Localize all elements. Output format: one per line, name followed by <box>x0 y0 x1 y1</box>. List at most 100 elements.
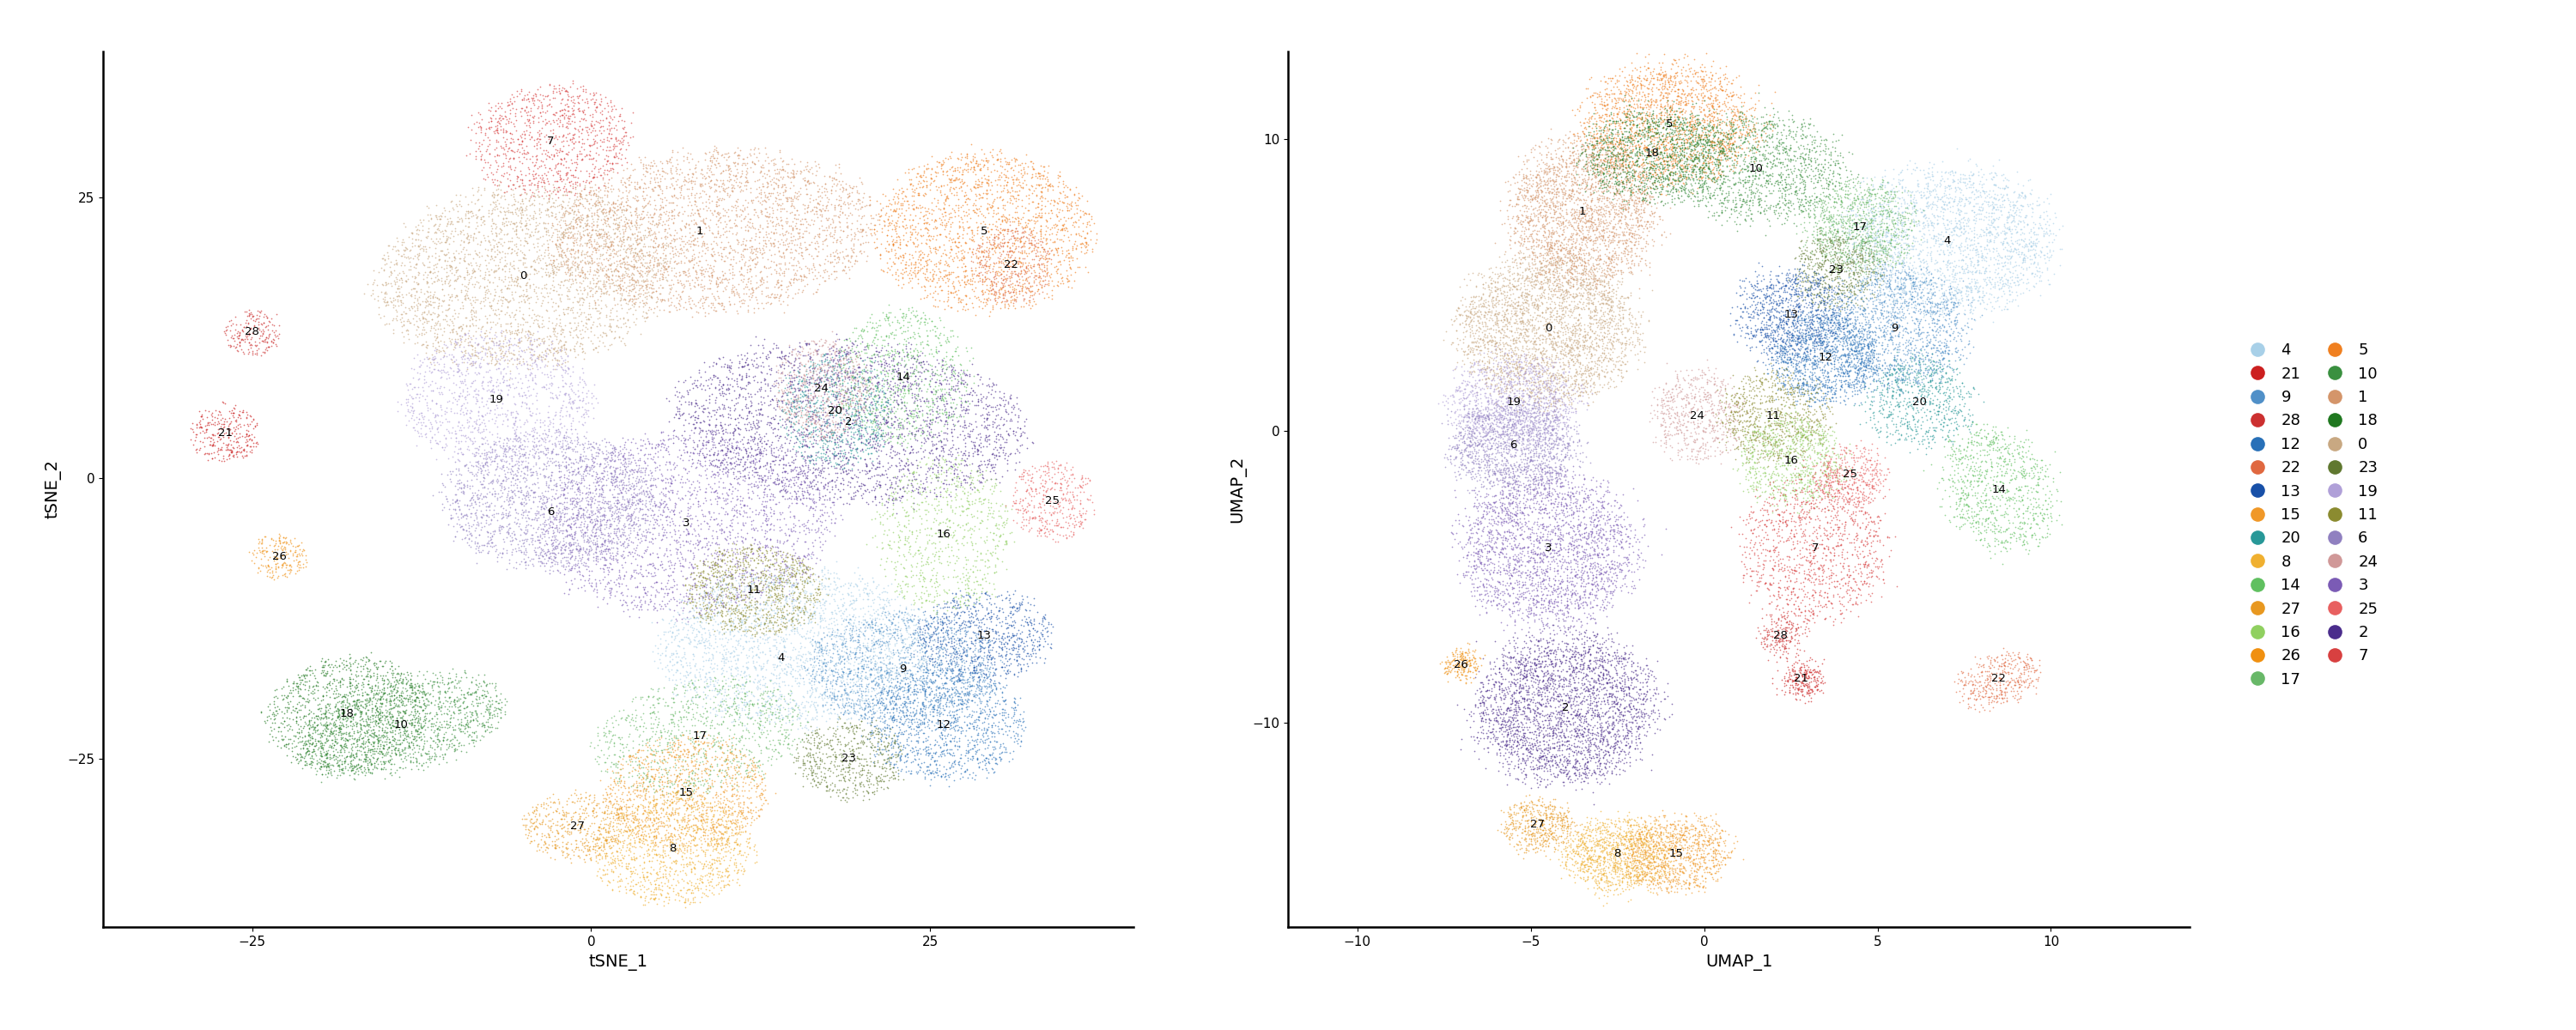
Point <box>1790 312 1832 329</box>
Point <box>580 285 621 302</box>
Point <box>969 644 1010 660</box>
Point <box>1945 197 1986 213</box>
Point <box>1530 414 1571 431</box>
Point <box>451 713 492 729</box>
Point <box>1615 690 1656 707</box>
Point <box>938 722 979 739</box>
Point <box>737 555 778 572</box>
Point <box>1893 296 1935 312</box>
Point <box>1692 112 1734 129</box>
Point <box>1528 492 1569 509</box>
Point <box>716 774 757 790</box>
Point <box>850 380 891 397</box>
Point <box>1579 504 1620 520</box>
Point <box>1579 818 1620 834</box>
Point <box>1473 494 1515 511</box>
Point <box>1517 493 1558 510</box>
Point <box>987 194 1028 210</box>
Point <box>1798 559 1839 576</box>
Point <box>855 427 896 444</box>
Point <box>1765 335 1806 351</box>
Point <box>951 715 992 731</box>
Point <box>1525 820 1566 836</box>
Point <box>263 529 304 546</box>
Point <box>631 451 672 468</box>
Point <box>1507 280 1548 297</box>
Point <box>1744 382 1785 399</box>
Point <box>1520 722 1561 739</box>
Point <box>592 451 634 468</box>
Point <box>1584 715 1625 731</box>
Point <box>273 727 314 744</box>
Point <box>670 501 711 517</box>
Point <box>559 566 600 583</box>
Point <box>1690 161 1731 177</box>
Point <box>580 226 621 242</box>
Point <box>1597 134 1638 150</box>
Point <box>1654 160 1695 176</box>
Point <box>1535 180 1577 197</box>
Point <box>1762 312 1803 329</box>
Point <box>592 119 634 136</box>
Point <box>616 778 657 794</box>
Point <box>863 516 904 533</box>
Point <box>732 519 773 536</box>
Point <box>1625 167 1667 183</box>
Point <box>737 424 778 441</box>
Point <box>569 121 611 137</box>
Point <box>1510 741 1551 757</box>
Point <box>884 528 925 545</box>
Point <box>1984 277 2025 294</box>
Point <box>417 731 459 748</box>
Point <box>724 503 765 519</box>
Point <box>716 552 757 569</box>
Point <box>348 697 389 714</box>
Point <box>1834 188 1875 205</box>
Point <box>1569 764 1610 781</box>
Point <box>853 691 894 708</box>
Point <box>1566 645 1607 661</box>
Point <box>1641 90 1682 106</box>
Point <box>1007 212 1048 229</box>
Point <box>1793 209 1834 226</box>
Point <box>317 693 358 710</box>
Point <box>1597 349 1638 366</box>
Point <box>1502 283 1543 300</box>
Point <box>1960 430 2002 446</box>
Point <box>1687 185 1728 202</box>
Point <box>1538 217 1579 234</box>
Point <box>974 217 1015 234</box>
Point <box>1605 649 1646 665</box>
Point <box>1443 539 1484 555</box>
Point <box>1471 372 1512 388</box>
Point <box>1654 122 1695 138</box>
Point <box>296 700 337 717</box>
Point <box>1499 362 1540 378</box>
Point <box>860 693 902 710</box>
Point <box>1484 694 1525 711</box>
Point <box>1479 347 1520 364</box>
Point <box>654 556 696 573</box>
Point <box>1597 72 1638 89</box>
Point <box>912 664 953 681</box>
Point <box>768 575 809 591</box>
Point <box>590 803 631 820</box>
Point <box>969 674 1010 690</box>
Point <box>1641 397 1682 413</box>
Point <box>904 163 945 179</box>
Point <box>1582 822 1623 838</box>
Point <box>956 510 997 526</box>
Point <box>1636 100 1677 116</box>
Point <box>1891 378 1932 394</box>
Point <box>1558 242 1600 259</box>
Point <box>1741 122 1783 138</box>
Point <box>1806 477 1847 493</box>
Point <box>817 447 858 464</box>
Point <box>866 399 907 415</box>
Point <box>1929 467 1971 483</box>
Point <box>1734 144 1775 161</box>
Point <box>222 332 263 348</box>
Point <box>822 248 863 265</box>
Point <box>443 348 484 365</box>
Point <box>667 698 708 715</box>
